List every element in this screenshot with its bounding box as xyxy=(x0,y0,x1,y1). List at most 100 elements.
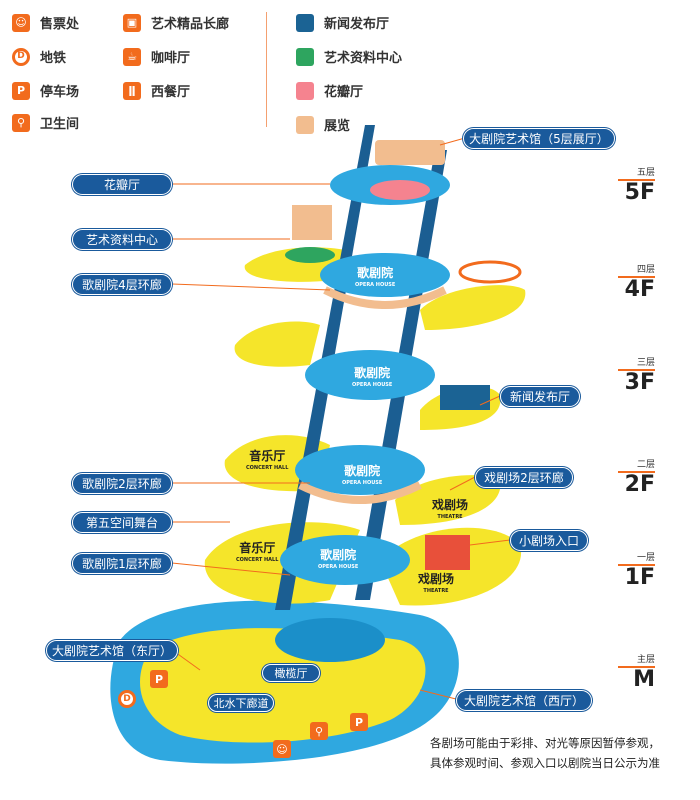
leader-lines xyxy=(171,137,511,701)
callout-gallery-west[interactable]: 大剧院艺术馆（西厅） xyxy=(456,690,592,711)
legend-restaurant: ǁ 西餐厅 xyxy=(123,81,190,100)
callout-theatre-2f-corridor[interactable]: 戏剧场2层环廊 xyxy=(475,467,573,488)
opera-label-2f: 歌剧院 OPERA HOUSE xyxy=(342,464,382,486)
concert-hall-name-en: CONCERT HALL xyxy=(246,464,289,471)
wing-3f-left xyxy=(234,321,320,367)
wing-2f-right xyxy=(395,475,501,525)
floor-name: 三层 xyxy=(618,355,655,371)
callout-opera-1f-corridor[interactable]: 歌剧院1层环廊 xyxy=(72,553,172,574)
theatre-label-2f: 戏剧场 THEATRE xyxy=(432,498,468,520)
floor-disk-2f xyxy=(295,445,425,495)
legend-press-hall: 新闻发布厅 xyxy=(296,13,389,32)
theatre-name: 戏剧场 xyxy=(432,498,469,512)
floor-name: 四层 xyxy=(618,262,655,278)
floor-indicator-5f: 五层 5F xyxy=(618,165,655,205)
legend-label: 咖啡厅 xyxy=(151,51,191,66)
note-line: 各剧场可能由于彩排、对光等原因暂停参观， xyxy=(430,736,660,750)
callout-press-hall[interactable]: 新闻发布厅 xyxy=(500,386,580,407)
callout-opera-4f-corridor[interactable]: 歌剧院4层环廊 xyxy=(72,274,172,295)
legend-coffee: ☕ 咖啡厅 xyxy=(123,47,190,66)
opera-name-en: OPERA HOUSE xyxy=(352,381,393,388)
floor-disk-1f xyxy=(280,535,410,585)
art-archive-area xyxy=(285,247,335,263)
floor-code: 3F xyxy=(624,370,655,395)
legend-label: 西餐厅 xyxy=(151,85,191,100)
legend-divider xyxy=(266,12,267,127)
theatre-name-en: THEATRE xyxy=(423,587,449,594)
subway-icon[interactable]: D xyxy=(118,690,136,708)
legend-label: 艺术精品长廊 xyxy=(151,17,230,32)
concert-hall-label-1f: 音乐厅 CONCERT HALL xyxy=(236,541,278,563)
floor-indicator-m: 主层 M xyxy=(618,652,655,692)
floor-name: 主层 xyxy=(618,652,655,668)
floor-name: 五层 xyxy=(618,165,655,181)
swatch xyxy=(296,81,314,100)
legend-ticket-office: ☺ 售票处 xyxy=(12,13,79,32)
floor-indicator-3f: 三层 3F xyxy=(618,355,655,395)
parking-icon: P xyxy=(12,81,30,100)
swatch xyxy=(296,115,314,134)
opera-label-3f: 歌剧院 OPERA HOUSE xyxy=(352,366,392,388)
ticket-office-icon: ☺ xyxy=(12,13,30,32)
press-hall-area xyxy=(440,385,490,410)
callout-gallery-5f[interactable]: 大剧院艺术馆（5层展厅） xyxy=(463,128,615,149)
callout-olive-hall[interactable]: 橄榄厅 xyxy=(262,664,320,682)
legend-petal-hall: 花瓣厅 xyxy=(296,81,363,100)
gallery-5f-exhibit xyxy=(375,140,445,165)
legend-exhibition: 展览 xyxy=(296,115,350,134)
opera-label-4f: 歌剧院 OPERA HOUSE xyxy=(355,266,395,288)
callout-gallery-east[interactable]: 大剧院艺术馆（东厅） xyxy=(46,640,178,661)
floor-indicator-4f: 四层 4F xyxy=(618,262,655,302)
coffee-icon: ☕ xyxy=(123,47,141,66)
legend-label: 新闻发布厅 xyxy=(324,17,390,32)
floor-name: 一层 xyxy=(618,550,655,566)
underwater-pool xyxy=(275,618,385,662)
note-line: 具体参观时间、参观入口以剧院当日公示为准 xyxy=(430,756,660,770)
concert-hall-name: 音乐厅 xyxy=(249,449,286,463)
legend-label: 卫生间 xyxy=(40,117,80,132)
opera-name: 歌剧院 xyxy=(344,464,381,478)
opera-name-en: OPERA HOUSE xyxy=(318,563,359,570)
swatch xyxy=(296,13,314,32)
floor-indicator-1f: 一层 1F xyxy=(618,550,655,590)
opera-name-en: OPERA HOUSE xyxy=(355,281,396,288)
wing-4f-right xyxy=(420,285,526,330)
gallery-ring-decoration xyxy=(458,260,522,284)
theatre-name-en: THEATRE xyxy=(437,513,463,520)
floor-code: 4F xyxy=(624,277,655,302)
legend-label: 艺术资料中心 xyxy=(324,51,403,66)
legend-label: 展览 xyxy=(324,119,351,134)
floor-code: 1F xyxy=(624,565,655,590)
parking-icon[interactable]: P xyxy=(150,670,168,688)
corridor-2f xyxy=(298,481,422,504)
floor-code: 2F xyxy=(624,472,655,497)
callout-north-underwater-corridor[interactable]: 北水下廊道 xyxy=(208,694,274,712)
concert-hall-name: 音乐厅 xyxy=(239,541,276,555)
callout-small-theatre-entrance[interactable]: 小剧场入口 xyxy=(510,530,588,551)
legend-label: 售票处 xyxy=(40,17,80,32)
legend-subway: D 地铁 xyxy=(12,47,66,66)
concert-hall-name-en: CONCERT HALL xyxy=(236,556,279,563)
floor-disk-3f xyxy=(305,350,435,400)
restroom-icon: ⚲ xyxy=(12,113,30,132)
callout-petal-hall[interactable]: 花瓣厅 xyxy=(72,174,172,195)
legend-parking: P 停车场 xyxy=(12,81,79,100)
callout-art-archive[interactable]: 艺术资料中心 xyxy=(72,229,172,250)
theatre-label-1f: 戏剧场 THEATRE xyxy=(418,572,454,594)
visit-note: 各剧场可能由于彩排、对光等原因暂停参观， 具体参观时间、参观入口以剧院当日公示为… xyxy=(430,733,660,773)
legend-gift-gallery: ▣ 艺术精品长廊 xyxy=(123,13,229,32)
callout-opera-2f-corridor[interactable]: 歌剧院2层环廊 xyxy=(72,473,172,494)
legend-label: 花瓣厅 xyxy=(324,85,364,100)
restroom-icon[interactable]: ⚲ xyxy=(310,722,328,740)
parking-icon[interactable]: P xyxy=(350,713,368,731)
callout-fifth-space-stage[interactable]: 第五空间舞台 xyxy=(72,512,172,533)
restaurant-icon: ǁ xyxy=(123,81,141,100)
subway-icon: D xyxy=(12,47,30,66)
small-theatre-stage xyxy=(425,535,470,570)
legend-label: 地铁 xyxy=(40,51,67,66)
opera-name: 歌剧院 xyxy=(320,548,357,562)
legend-restroom: ⚲ 卫生间 xyxy=(12,113,79,132)
ticket-office-icon[interactable]: ☺ xyxy=(273,740,291,758)
opera-name-en: OPERA HOUSE xyxy=(342,479,383,486)
art-archive-shelves xyxy=(292,205,332,240)
